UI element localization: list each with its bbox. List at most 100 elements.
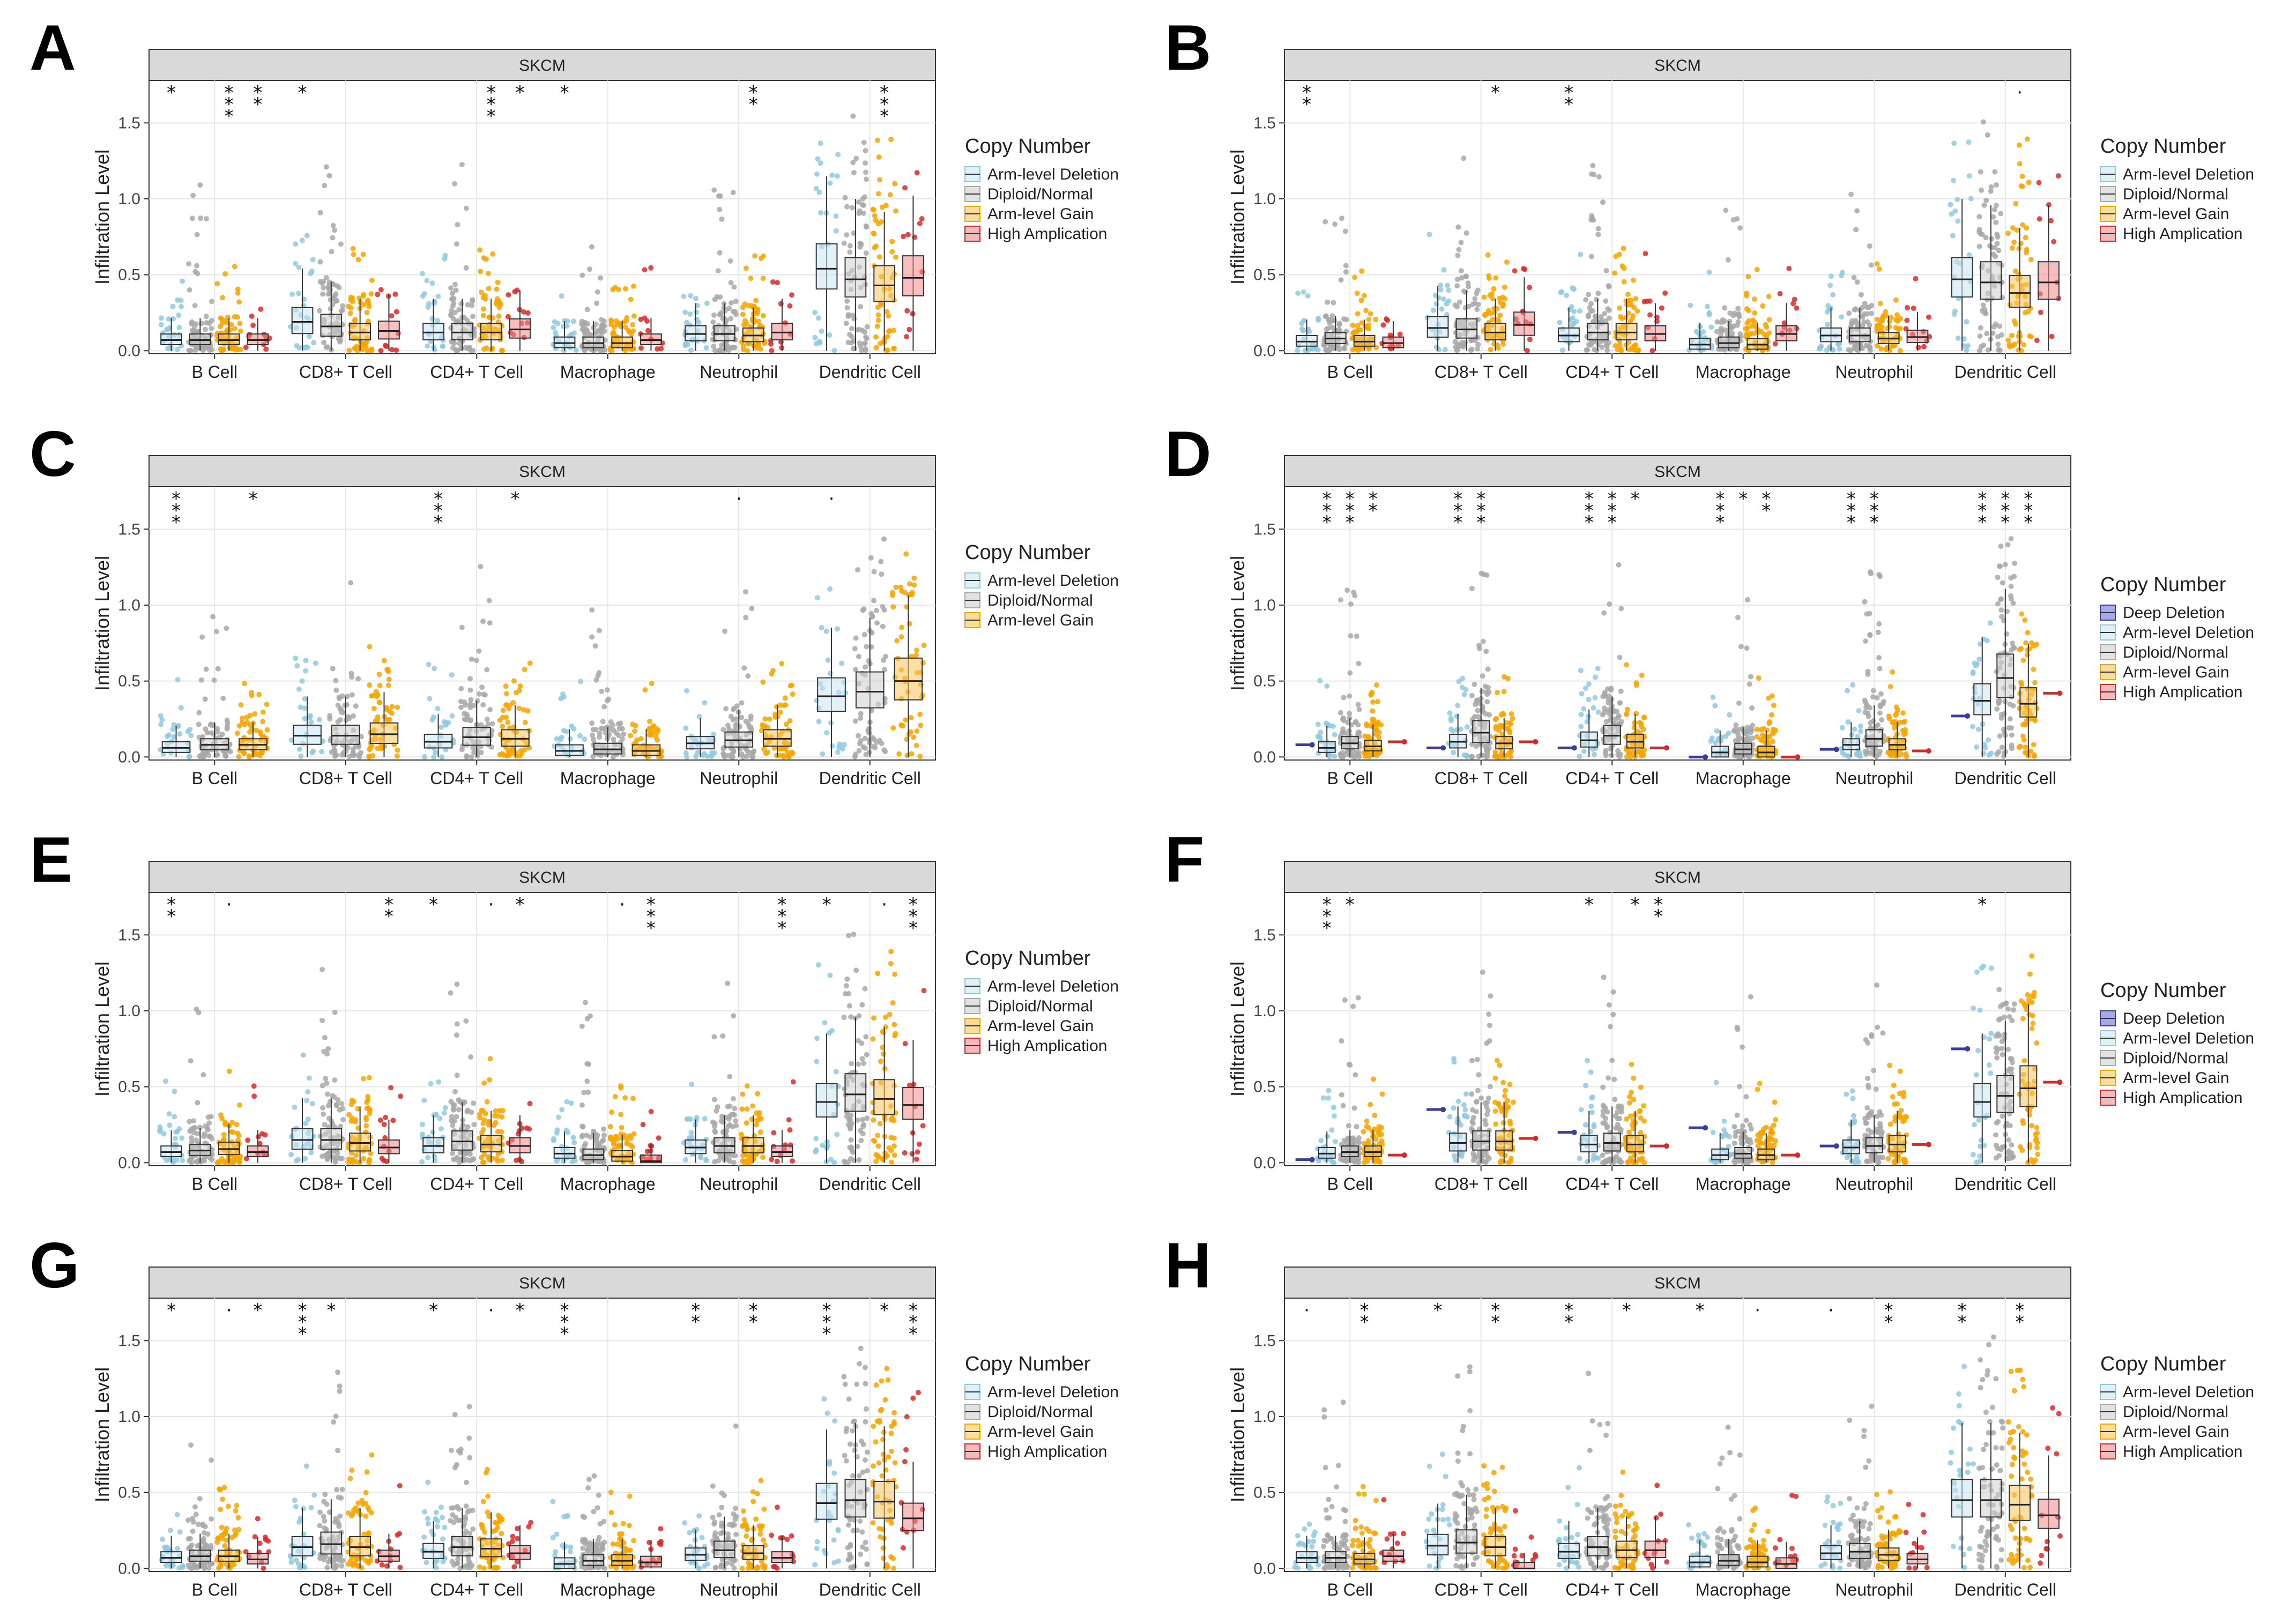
data-point bbox=[1630, 316, 1635, 322]
data-point bbox=[857, 208, 863, 214]
significance-mark: * bbox=[1870, 512, 1879, 533]
data-point bbox=[1341, 695, 1347, 700]
data-point bbox=[1723, 207, 1728, 213]
data-point bbox=[448, 990, 454, 996]
data-point bbox=[234, 1122, 240, 1127]
data-point bbox=[512, 289, 517, 294]
data-point bbox=[1525, 348, 1530, 353]
significance-mark: * bbox=[560, 82, 569, 103]
data-point bbox=[188, 1058, 194, 1063]
data-point bbox=[901, 234, 906, 239]
data-point bbox=[1622, 279, 1627, 285]
significance-mark: * bbox=[1322, 512, 1332, 533]
y-tick-label: 0.5 bbox=[118, 1078, 140, 1096]
data-point bbox=[1794, 306, 1799, 311]
data-point bbox=[481, 1127, 486, 1133]
data-point bbox=[1571, 321, 1577, 326]
panel-letter: A bbox=[29, 12, 76, 84]
data-point bbox=[896, 751, 902, 757]
data-point bbox=[247, 729, 252, 735]
data-point bbox=[789, 292, 794, 297]
data-point bbox=[321, 285, 326, 290]
data-point bbox=[452, 1089, 458, 1094]
data-point bbox=[2008, 575, 2013, 580]
data-point bbox=[1353, 720, 1358, 725]
data-point bbox=[1854, 208, 1860, 213]
data-point bbox=[2026, 180, 2032, 185]
data-point bbox=[464, 206, 469, 211]
data-point bbox=[1852, 342, 1857, 348]
data-point bbox=[436, 1079, 441, 1085]
data-point bbox=[559, 735, 564, 740]
data-point bbox=[2032, 680, 2038, 686]
data-point bbox=[1745, 274, 1751, 279]
data-point bbox=[1862, 698, 1868, 703]
data-point bbox=[2032, 754, 2037, 759]
data-point bbox=[812, 335, 818, 340]
data-point bbox=[759, 256, 764, 261]
data-point bbox=[204, 320, 209, 325]
data-point bbox=[862, 632, 867, 637]
data-point bbox=[1849, 732, 1854, 737]
data-point bbox=[1641, 727, 1646, 732]
data-point bbox=[1867, 243, 1872, 249]
data-point bbox=[890, 593, 895, 598]
data-point bbox=[236, 754, 242, 759]
data-point bbox=[1860, 323, 1865, 328]
data-point bbox=[554, 736, 560, 742]
data-point bbox=[725, 753, 731, 758]
data-point bbox=[873, 334, 879, 340]
data-point bbox=[618, 720, 623, 726]
data-point bbox=[844, 232, 849, 237]
data-point bbox=[1343, 229, 1348, 234]
data-point bbox=[1443, 347, 1448, 352]
data-point bbox=[1494, 716, 1499, 721]
data-point bbox=[1606, 701, 1611, 706]
data-point bbox=[582, 736, 587, 742]
data-point bbox=[523, 720, 528, 725]
data-point bbox=[1891, 344, 1897, 349]
data-point bbox=[1469, 586, 1475, 591]
data-point bbox=[340, 1117, 346, 1122]
data-point bbox=[2010, 600, 2016, 606]
data-point bbox=[331, 223, 336, 228]
data-point bbox=[1454, 283, 1460, 288]
data-point bbox=[1339, 277, 1344, 282]
data-point bbox=[865, 324, 870, 330]
data-point bbox=[494, 299, 500, 304]
data-point bbox=[1859, 292, 1864, 297]
data-point bbox=[761, 275, 766, 281]
data-point bbox=[478, 269, 483, 274]
data-point bbox=[893, 255, 898, 260]
data-point bbox=[302, 1156, 308, 1161]
data-point bbox=[1743, 326, 1748, 331]
x-tick-label-cd4-t-cell: CD4+ T Cell bbox=[430, 1174, 523, 1194]
box-body bbox=[1974, 684, 1990, 715]
data-point bbox=[789, 682, 794, 688]
data-point bbox=[1593, 675, 1598, 680]
data-point bbox=[1341, 316, 1347, 322]
data-point bbox=[890, 604, 896, 609]
data-point bbox=[864, 224, 869, 229]
data-point bbox=[204, 667, 209, 672]
x-tick-label-macrophage: Macrophage bbox=[560, 362, 656, 382]
data-point bbox=[1295, 290, 1301, 296]
data-point bbox=[905, 232, 911, 237]
significance-mark: * bbox=[384, 906, 393, 927]
data-point bbox=[1445, 283, 1450, 288]
data-point bbox=[1993, 220, 1998, 225]
data-point bbox=[863, 746, 868, 751]
data-point bbox=[1459, 240, 1464, 245]
data-point bbox=[495, 1158, 501, 1164]
data-point bbox=[188, 348, 194, 353]
data-point bbox=[1722, 305, 1727, 310]
data-point bbox=[220, 295, 225, 300]
data-point bbox=[597, 628, 602, 634]
data-point bbox=[335, 1154, 340, 1160]
data-point bbox=[2034, 338, 2040, 343]
data-point bbox=[909, 715, 914, 720]
data-point bbox=[518, 748, 524, 754]
data-point bbox=[917, 754, 923, 759]
data-point bbox=[1769, 712, 1774, 718]
data-point bbox=[1771, 703, 1777, 708]
